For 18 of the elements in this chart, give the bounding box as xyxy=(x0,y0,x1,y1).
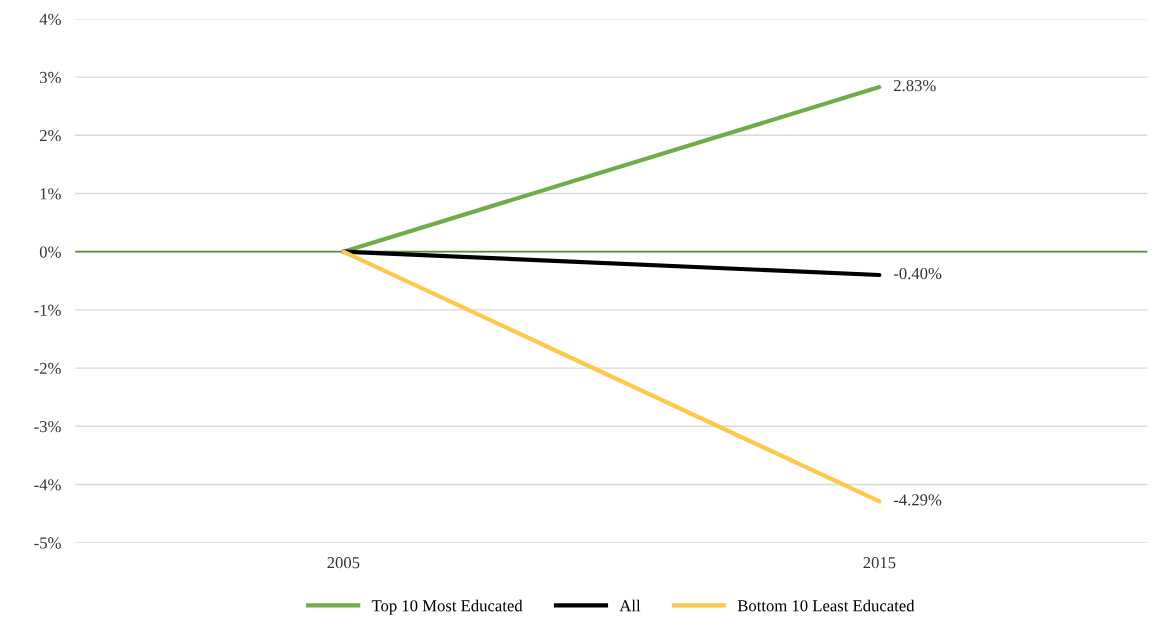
data-label: -0.40% xyxy=(893,267,942,280)
y-tick-label: -2% xyxy=(34,362,61,375)
y-tick-label: 0% xyxy=(39,246,61,258)
y-tick-label: -1% xyxy=(34,304,61,316)
legend-label: Bottom 10 Least Educated xyxy=(737,599,915,612)
data-label: -4.29% xyxy=(893,494,942,506)
x-tick-label: 2005 xyxy=(327,557,360,569)
y-tick-label: 3% xyxy=(40,71,61,84)
y-tick-label: 1% xyxy=(40,188,61,200)
y-tick-label: 4% xyxy=(39,13,61,25)
y-tick-label: 2% xyxy=(39,130,61,142)
legend-label: All xyxy=(619,599,641,612)
y-tick-label: -3% xyxy=(34,420,61,433)
data-label: 2.83% xyxy=(894,79,936,92)
legend-label: Top 10 Most Educated xyxy=(371,599,523,615)
x-tick-label: 2015 xyxy=(863,557,896,569)
y-tick-label: -4% xyxy=(34,479,61,491)
y-tick-label: -5% xyxy=(34,537,61,549)
